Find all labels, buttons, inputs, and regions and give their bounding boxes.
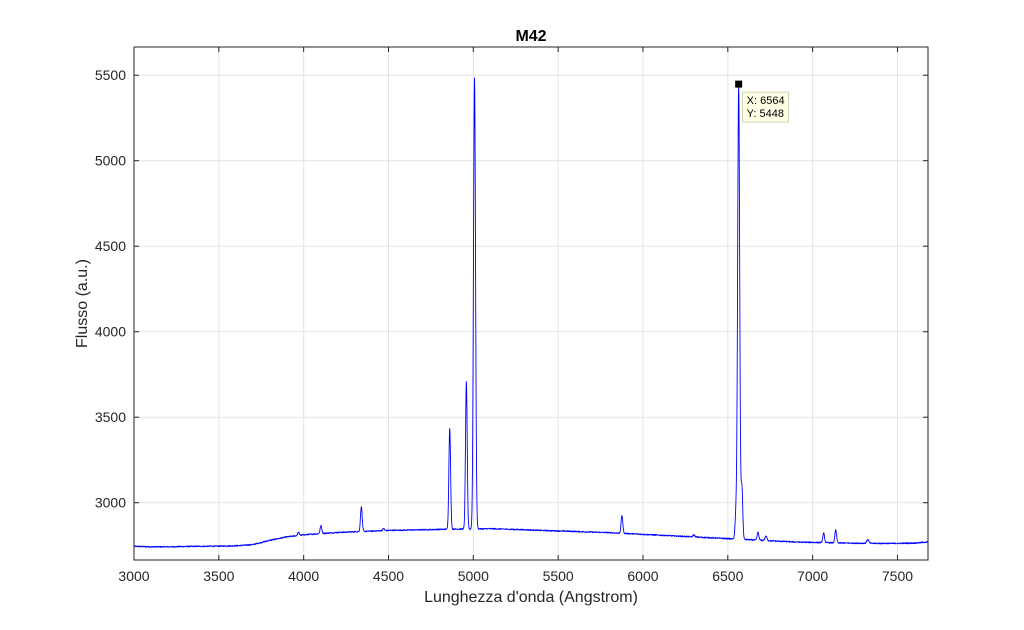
- x-tick-label: 6000: [627, 568, 658, 584]
- x-tick-label: 5000: [458, 568, 489, 584]
- x-tick-label: 7000: [797, 568, 828, 584]
- plot-area: [134, 47, 928, 560]
- x-tick-label: 6500: [712, 568, 743, 584]
- x-tick-label: 3500: [203, 568, 234, 584]
- grid: [134, 47, 928, 560]
- x-tick-label: 3000: [118, 568, 149, 584]
- spectrum-series: [133, 77, 929, 548]
- datatip-box: [742, 91, 790, 123]
- axis-ticks: 3000 3500 4000 4500 5000 5500 6000 6500 7000 7500…: [95, 47, 928, 584]
- axes-box: [133, 46, 929, 561]
- x-axis-label: Lunghezza d'onda (Angstrom): [424, 589, 638, 606]
- y-tick-label: 5000: [95, 153, 126, 169]
- y-axis-label: Flusso (a.u.): [74, 259, 91, 348]
- y-tick-label: 5500: [95, 67, 126, 83]
- datatip-y-label: Y: 5448: [747, 108, 784, 120]
- y-tick-label: 4500: [95, 238, 126, 254]
- spectrum-line: [133, 77, 929, 548]
- axes-frame: [133, 46, 929, 561]
- x-tick-label: 5500: [543, 568, 574, 584]
- datatip-x-label: X: 6564: [747, 95, 785, 107]
- y-tick-label: 3000: [95, 495, 126, 511]
- plot-area-background: [134, 47, 928, 560]
- y-tick-label: 3500: [95, 409, 126, 425]
- datatip-marker[interactable]: [735, 80, 743, 88]
- x-tick-label: 4500: [373, 568, 404, 584]
- x-tick-label: 7500: [882, 568, 913, 584]
- chart-title: M42: [515, 28, 546, 45]
- y-tick-label: 4000: [95, 324, 126, 340]
- x-tick-label: 4000: [288, 568, 319, 584]
